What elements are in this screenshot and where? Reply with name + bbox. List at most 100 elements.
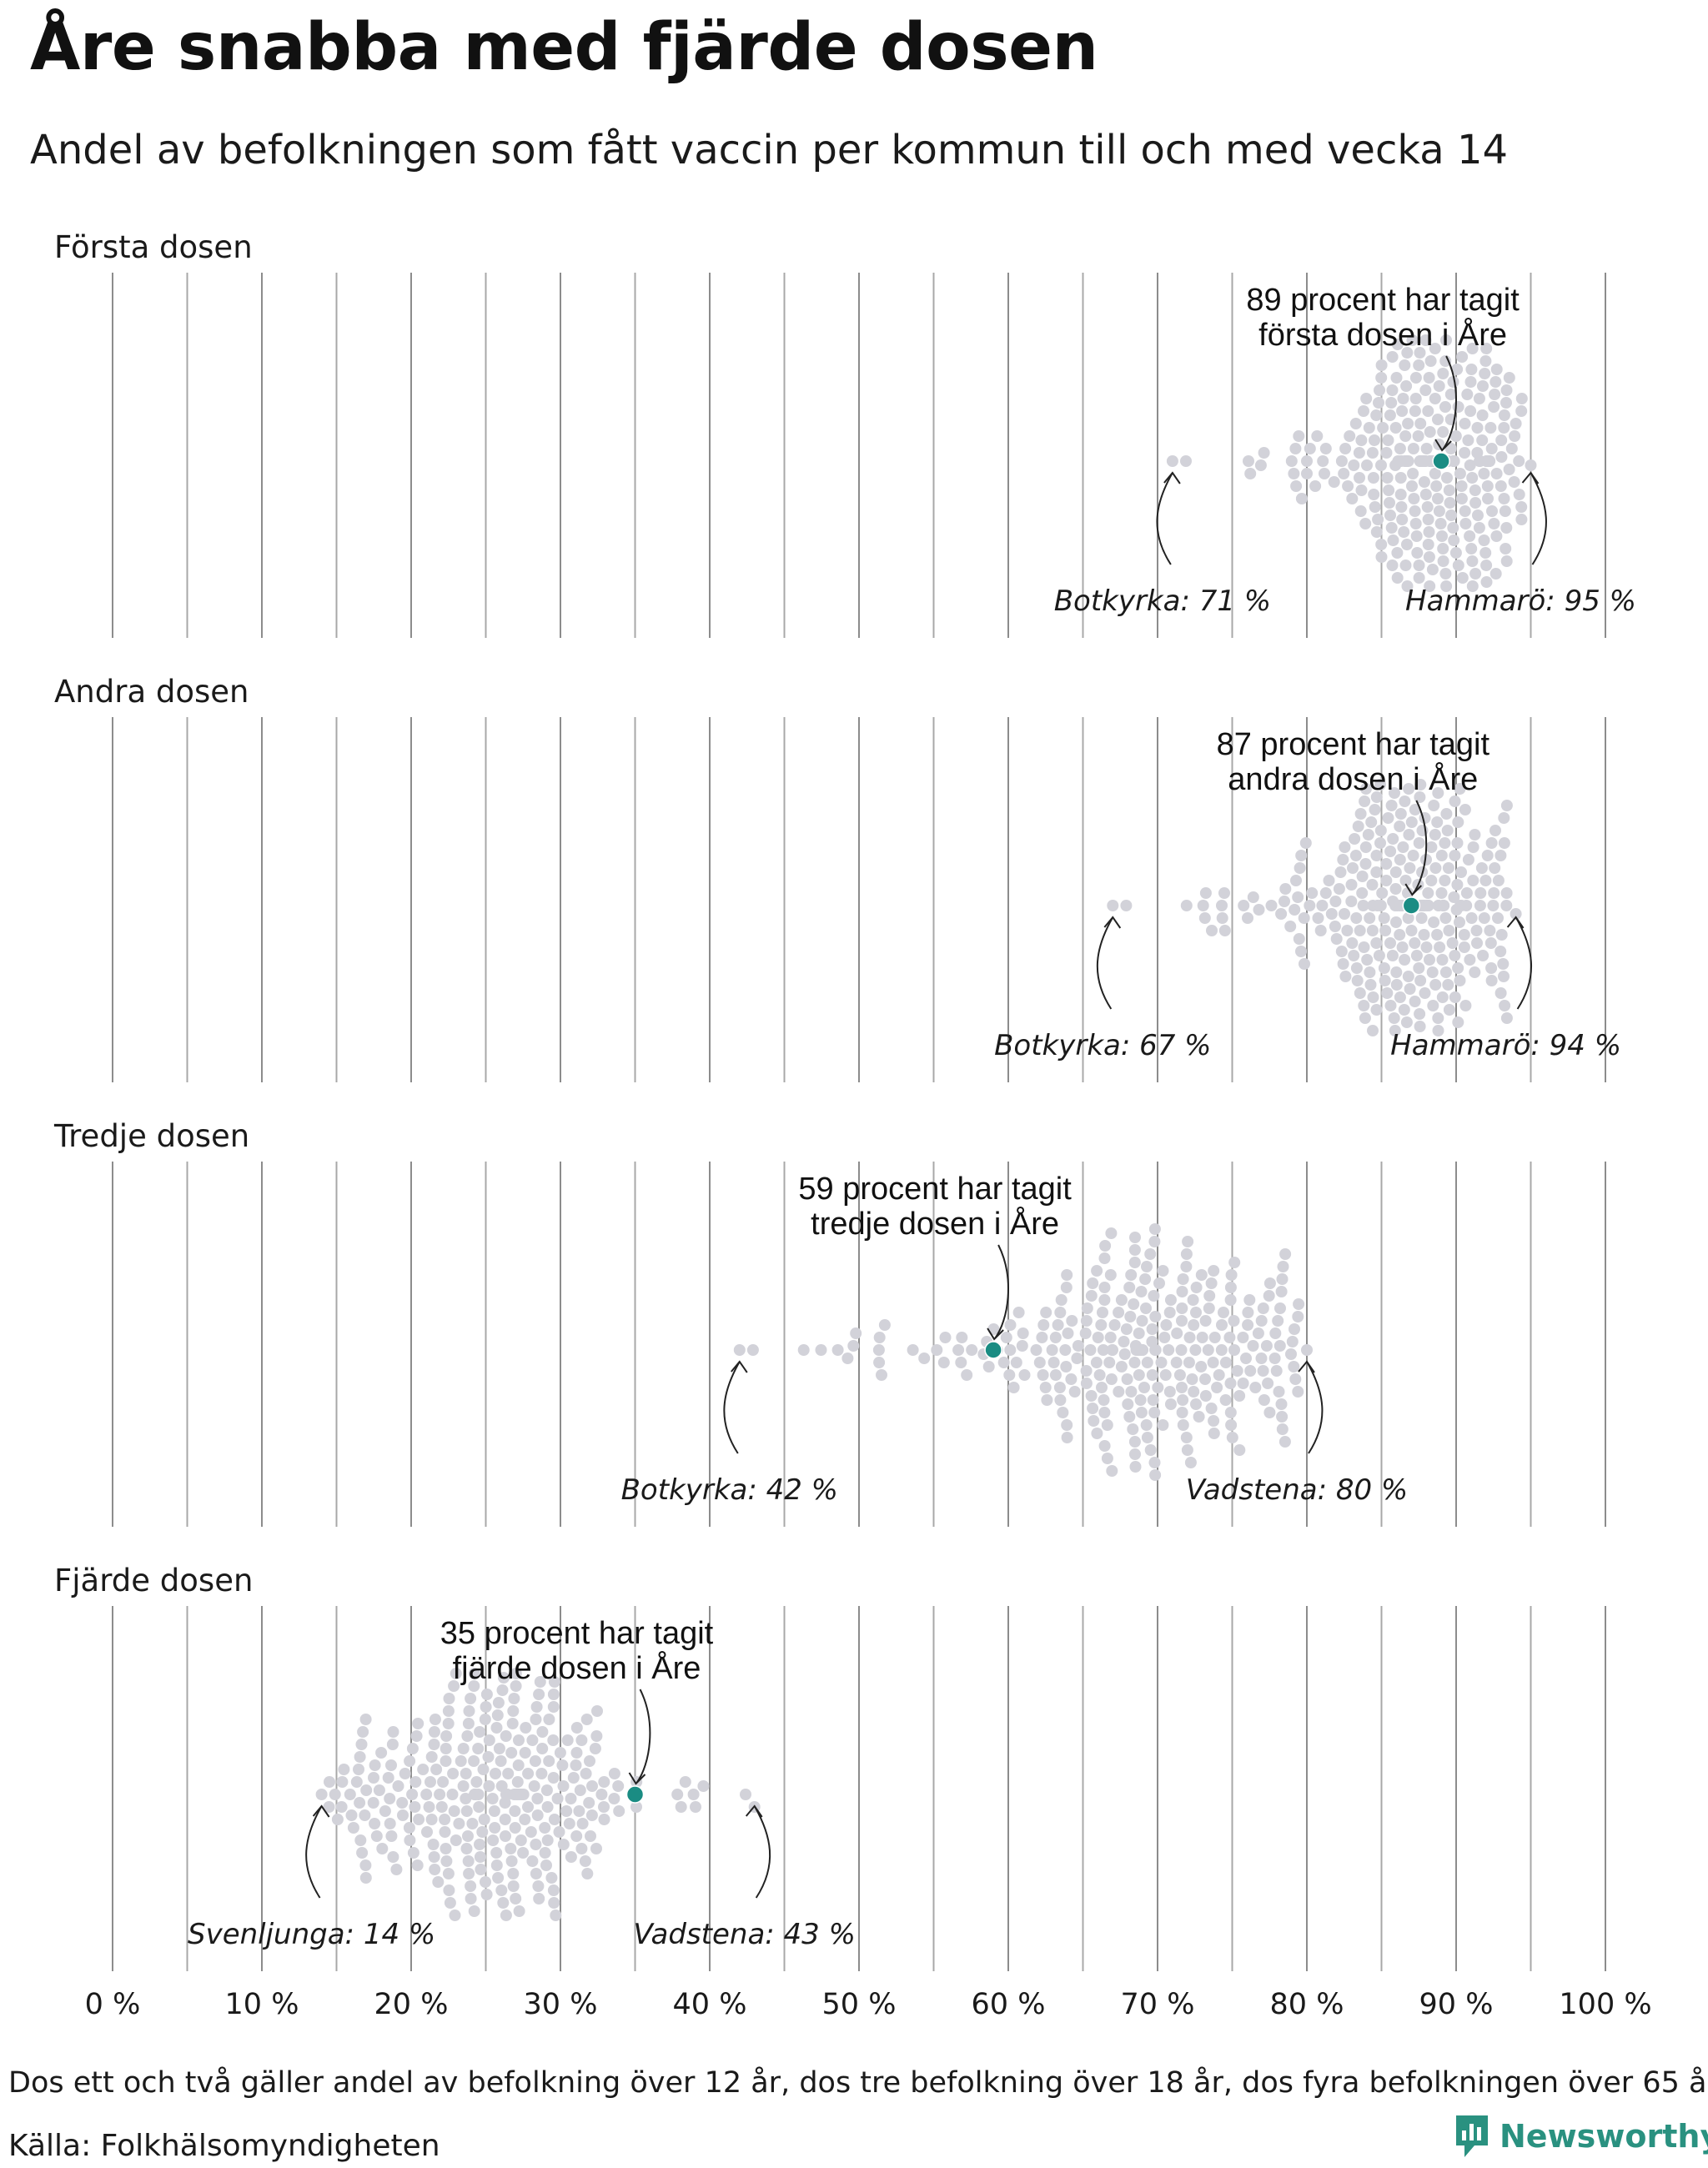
newsworthy-logo-icon bbox=[1456, 2115, 1488, 2157]
municipality-dot bbox=[500, 1730, 512, 1742]
municipality-dot bbox=[370, 1830, 383, 1842]
municipality-dot bbox=[1449, 547, 1462, 559]
municipality-dot bbox=[1155, 1357, 1168, 1368]
municipality-dot bbox=[561, 1734, 574, 1746]
municipality-dot bbox=[1274, 1302, 1286, 1314]
municipality-dot bbox=[1299, 837, 1312, 849]
municipality-dot bbox=[547, 1884, 560, 1896]
municipality-dot bbox=[1495, 451, 1508, 463]
municipality-dot bbox=[1208, 1265, 1220, 1277]
municipality-dot bbox=[1484, 422, 1497, 434]
municipality-dot bbox=[591, 1705, 603, 1717]
municipality-dot bbox=[1503, 372, 1515, 384]
municipality-dot bbox=[1394, 808, 1407, 820]
municipality-dot bbox=[1061, 1419, 1073, 1431]
municipality-dot bbox=[1390, 966, 1403, 978]
municipality-dot bbox=[1386, 560, 1399, 571]
municipality-dot bbox=[1525, 459, 1537, 471]
municipality-dot bbox=[1401, 539, 1413, 550]
municipality-dot bbox=[465, 1893, 477, 1905]
municipality-dot bbox=[1148, 1236, 1161, 1247]
municipality-dot bbox=[1500, 397, 1512, 409]
municipality-dot bbox=[1180, 1248, 1193, 1260]
municipality-dot bbox=[478, 1814, 490, 1825]
municipality-dot bbox=[384, 1818, 396, 1829]
municipality-dot bbox=[1164, 1398, 1177, 1410]
municipality-dot bbox=[907, 1344, 919, 1356]
municipality-dot bbox=[1361, 954, 1374, 966]
municipality-dot bbox=[937, 1357, 950, 1368]
municipality-dot bbox=[553, 1826, 565, 1838]
municipality-dot bbox=[368, 1772, 379, 1784]
highlight-note: 59 procent har tagit bbox=[798, 1172, 1072, 1207]
municipality-dot bbox=[548, 1814, 560, 1825]
municipality-dot bbox=[1492, 912, 1504, 924]
highlight-note: första dosen i Åre bbox=[1258, 316, 1507, 353]
municipality-dot bbox=[530, 1839, 542, 1850]
municipality-dot bbox=[1500, 522, 1513, 534]
x-tick-label: 10 % bbox=[225, 1988, 299, 2021]
municipality-dot bbox=[1426, 966, 1439, 978]
municipality-dot bbox=[1381, 987, 1394, 999]
municipality-dot bbox=[1301, 468, 1313, 479]
municipality-dot bbox=[1466, 580, 1479, 592]
municipality-dot bbox=[1374, 825, 1387, 836]
source-note: Källa: Folkhälsomyndigheten bbox=[8, 2129, 440, 2163]
municipality-dot bbox=[563, 1818, 575, 1829]
municipality-dot bbox=[1402, 971, 1414, 982]
municipality-dot bbox=[435, 1801, 448, 1813]
municipality-dot bbox=[1128, 1298, 1140, 1310]
municipality-dot bbox=[1128, 1257, 1141, 1268]
municipality-dot bbox=[1381, 472, 1394, 484]
municipality-dot bbox=[1485, 443, 1498, 454]
x-tick-label: 70 % bbox=[1121, 1988, 1195, 2021]
low-arrowhead bbox=[731, 1360, 748, 1373]
municipality-dot bbox=[1466, 343, 1479, 354]
municipality-dot bbox=[1398, 526, 1410, 538]
beeswarm-chart: Första dosen Andra dosen Tredje dosen Fjärd… bbox=[53, 229, 1652, 2021]
municipality-dot bbox=[1428, 916, 1440, 928]
municipality-dot bbox=[1293, 1298, 1305, 1310]
municipality-dot bbox=[460, 1843, 473, 1854]
municipality-dot bbox=[1242, 1307, 1254, 1318]
municipality-dot bbox=[1370, 937, 1383, 949]
municipality-dot bbox=[1419, 334, 1432, 346]
municipality-dot bbox=[1181, 1444, 1193, 1456]
municipality-dot bbox=[1141, 1261, 1153, 1272]
municipality-dot bbox=[1404, 862, 1416, 874]
municipality-dot bbox=[540, 1859, 552, 1871]
municipality-dot bbox=[1489, 376, 1502, 388]
municipality-dot bbox=[1301, 1344, 1313, 1356]
municipality-dot bbox=[1195, 1361, 1208, 1373]
municipality-dot bbox=[1394, 489, 1407, 500]
municipality-dot bbox=[1358, 405, 1369, 417]
municipality-dot bbox=[1428, 800, 1440, 811]
municipality-dot bbox=[1105, 1373, 1118, 1385]
municipality-dot bbox=[488, 1805, 500, 1817]
municipality-dot bbox=[1385, 522, 1398, 534]
municipality-dot bbox=[1079, 1327, 1092, 1339]
x-tick-label: 20 % bbox=[374, 1988, 449, 2021]
municipality-dot bbox=[1376, 887, 1389, 899]
highlight-arrow bbox=[1442, 355, 1457, 450]
municipality-dot bbox=[1407, 468, 1419, 479]
municipality-dot bbox=[1375, 359, 1388, 371]
municipality-dot bbox=[1418, 476, 1430, 488]
municipality-dot bbox=[1254, 459, 1267, 471]
municipality-dot bbox=[530, 1701, 543, 1713]
municipality-dot bbox=[347, 1822, 359, 1834]
municipality-dot bbox=[479, 1714, 491, 1725]
municipality-dot bbox=[1409, 393, 1422, 404]
municipality-dot bbox=[1505, 443, 1518, 454]
municipality-dot bbox=[1128, 1357, 1141, 1368]
municipality-dot bbox=[548, 1676, 560, 1688]
highlight-arrowhead bbox=[628, 1772, 646, 1785]
municipality-dot bbox=[1226, 1432, 1238, 1443]
municipality-dot bbox=[1053, 1382, 1066, 1393]
municipality-dot bbox=[1426, 564, 1439, 575]
municipality-dot bbox=[1420, 854, 1432, 866]
municipality-dot bbox=[1432, 787, 1444, 799]
x-tick-label: 90 % bbox=[1419, 1988, 1494, 2021]
municipality-dot bbox=[939, 1332, 952, 1343]
